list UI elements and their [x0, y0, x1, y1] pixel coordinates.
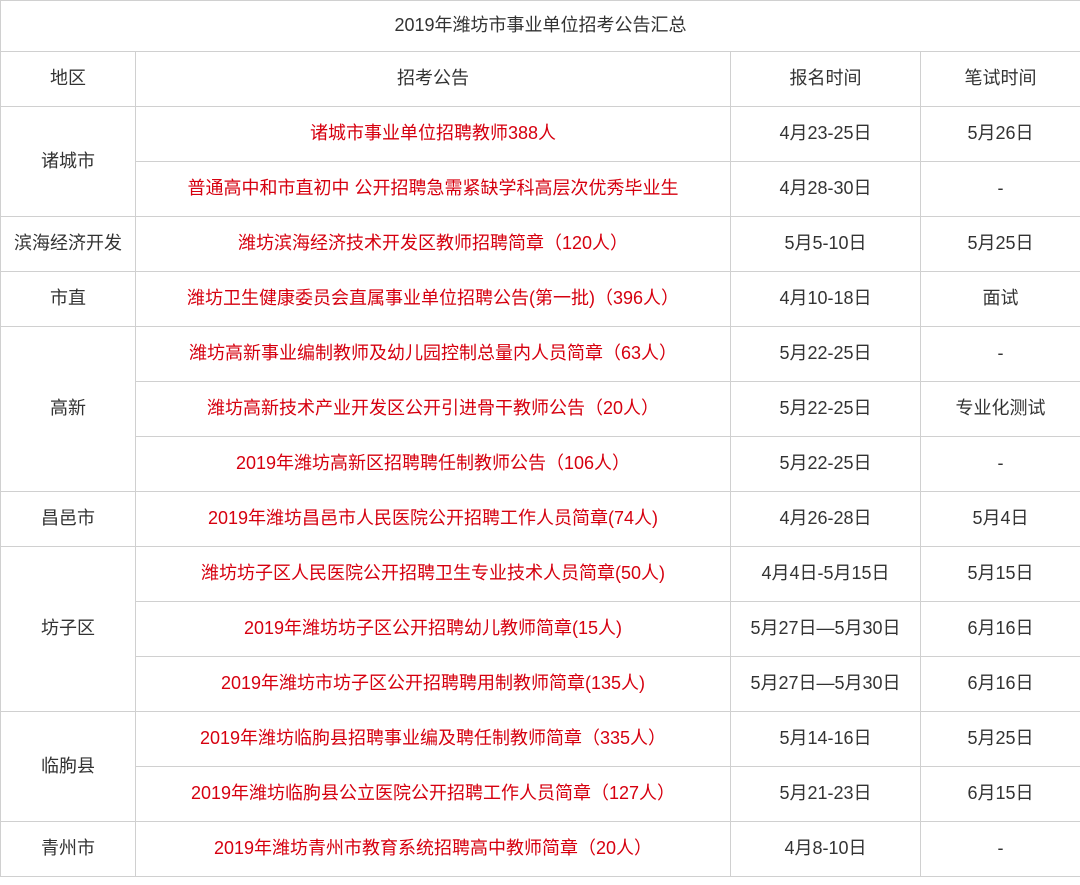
signup-cell: 5月14-16日 — [731, 712, 921, 767]
table-row: 昌邑市2019年潍坊昌邑市人民医院公开招聘工作人员简章(74人)4月26-28日… — [1, 492, 1080, 547]
exam-cell: - — [921, 327, 1080, 382]
header-notice: 招考公告 — [136, 52, 731, 107]
notice-link[interactable]: 2019年潍坊坊子区公开招聘幼儿教师简章(15人) — [136, 602, 731, 657]
header-exam: 笔试时间 — [921, 52, 1080, 107]
exam-cell: 5月25日 — [921, 217, 1080, 272]
table-row: 高新潍坊高新事业编制教师及幼儿园控制总量内人员简章（63人）5月22-25日- — [1, 327, 1080, 382]
signup-cell: 5月5-10日 — [731, 217, 921, 272]
table-row: 青州市2019年潍坊青州市教育系统招聘高中教师简章（20人）4月8-10日- — [1, 822, 1080, 877]
region-cell: 诸城市 — [1, 107, 136, 217]
notice-link[interactable]: 2019年潍坊昌邑市人民医院公开招聘工作人员简章(74人) — [136, 492, 731, 547]
table-row: 潍坊高新技术产业开发区公开引进骨干教师公告（20人）5月22-25日专业化测试 — [1, 382, 1080, 437]
signup-cell: 5月21-23日 — [731, 767, 921, 822]
table-row: 临朐县2019年潍坊临朐县招聘事业编及聘任制教师简章（335人）5月14-16日… — [1, 712, 1080, 767]
table-row: 2019年潍坊临朐县公立医院公开招聘工作人员简章（127人）5月21-23日6月… — [1, 767, 1080, 822]
signup-cell: 5月22-25日 — [731, 327, 921, 382]
region-cell: 高新 — [1, 327, 136, 492]
signup-cell: 5月27日—5月30日 — [731, 602, 921, 657]
region-cell: 坊子区 — [1, 547, 136, 712]
region-cell: 昌邑市 — [1, 492, 136, 547]
exam-cell: 5月26日 — [921, 107, 1080, 162]
table-row: 坊子区潍坊坊子区人民医院公开招聘卫生专业技术人员简章(50人)4月4日-5月15… — [1, 547, 1080, 602]
exam-cell: 专业化测试 — [921, 382, 1080, 437]
table-title: 2019年潍坊市事业单位招考公告汇总 — [1, 1, 1080, 52]
signup-cell: 5月22-25日 — [731, 437, 921, 492]
notice-link[interactable]: 2019年潍坊临朐县招聘事业编及聘任制教师简章（335人） — [136, 712, 731, 767]
table-row: 诸城市诸城市事业单位招聘教师388人4月23-25日5月26日 — [1, 107, 1080, 162]
signup-cell: 4月10-18日 — [731, 272, 921, 327]
table-row: 市直潍坊卫生健康委员会直属事业单位招聘公告(第一批)（396人）4月10-18日… — [1, 272, 1080, 327]
exam-cell: 面试 — [921, 272, 1080, 327]
table-row: 滨海经济开发潍坊滨海经济技术开发区教师招聘简章（120人）5月5-10日5月25… — [1, 217, 1080, 272]
exam-cell: - — [921, 437, 1080, 492]
signup-cell: 5月27日—5月30日 — [731, 657, 921, 712]
notice-link[interactable]: 潍坊高新技术产业开发区公开引进骨干教师公告（20人） — [136, 382, 731, 437]
signup-cell: 5月22-25日 — [731, 382, 921, 437]
signup-cell: 4月26-28日 — [731, 492, 921, 547]
table-header-row: 地区招考公告报名时间笔试时间 — [1, 52, 1080, 107]
notice-link[interactable]: 潍坊高新事业编制教师及幼儿园控制总量内人员简章（63人） — [136, 327, 731, 382]
table-row: 2019年潍坊市坊子区公开招聘聘用制教师简章(135人)5月27日—5月30日6… — [1, 657, 1080, 712]
signup-cell: 4月4日-5月15日 — [731, 547, 921, 602]
signup-cell: 4月8-10日 — [731, 822, 921, 877]
table-row: 2019年潍坊高新区招聘聘任制教师公告（106人）5月22-25日- — [1, 437, 1080, 492]
notice-link[interactable]: 2019年潍坊高新区招聘聘任制教师公告（106人） — [136, 437, 731, 492]
exam-cell: 5月4日 — [921, 492, 1080, 547]
notice-link[interactable]: 诸城市事业单位招聘教师388人 — [136, 107, 731, 162]
table-row: 2019年潍坊坊子区公开招聘幼儿教师简章(15人)5月27日—5月30日6月16… — [1, 602, 1080, 657]
exam-cell: 6月15日 — [921, 767, 1080, 822]
table-row: 普通高中和市直初中 公开招聘急需紧缺学科高层次优秀毕业生4月28-30日- — [1, 162, 1080, 217]
exam-cell: 5月15日 — [921, 547, 1080, 602]
recruitment-summary-table: 2019年潍坊市事业单位招考公告汇总地区招考公告报名时间笔试时间诸城市诸城市事业… — [0, 0, 1080, 877]
region-cell: 青州市 — [1, 822, 136, 877]
table-title-row: 2019年潍坊市事业单位招考公告汇总 — [1, 1, 1080, 52]
notice-link[interactable]: 潍坊滨海经济技术开发区教师招聘简章（120人） — [136, 217, 731, 272]
notice-link[interactable]: 2019年潍坊市坊子区公开招聘聘用制教师简章(135人) — [136, 657, 731, 712]
exam-cell: - — [921, 822, 1080, 877]
exam-cell: - — [921, 162, 1080, 217]
notice-link[interactable]: 2019年潍坊临朐县公立医院公开招聘工作人员简章（127人） — [136, 767, 731, 822]
header-signup: 报名时间 — [731, 52, 921, 107]
notice-link[interactable]: 普通高中和市直初中 公开招聘急需紧缺学科高层次优秀毕业生 — [136, 162, 731, 217]
region-cell: 滨海经济开发 — [1, 217, 136, 272]
region-cell: 市直 — [1, 272, 136, 327]
notice-link[interactable]: 2019年潍坊青州市教育系统招聘高中教师简章（20人） — [136, 822, 731, 877]
signup-cell: 4月28-30日 — [731, 162, 921, 217]
notice-link[interactable]: 潍坊卫生健康委员会直属事业单位招聘公告(第一批)（396人） — [136, 272, 731, 327]
signup-cell: 4月23-25日 — [731, 107, 921, 162]
notice-link[interactable]: 潍坊坊子区人民医院公开招聘卫生专业技术人员简章(50人) — [136, 547, 731, 602]
header-region: 地区 — [1, 52, 136, 107]
exam-cell: 5月25日 — [921, 712, 1080, 767]
exam-cell: 6月16日 — [921, 657, 1080, 712]
exam-cell: 6月16日 — [921, 602, 1080, 657]
region-cell: 临朐县 — [1, 712, 136, 822]
